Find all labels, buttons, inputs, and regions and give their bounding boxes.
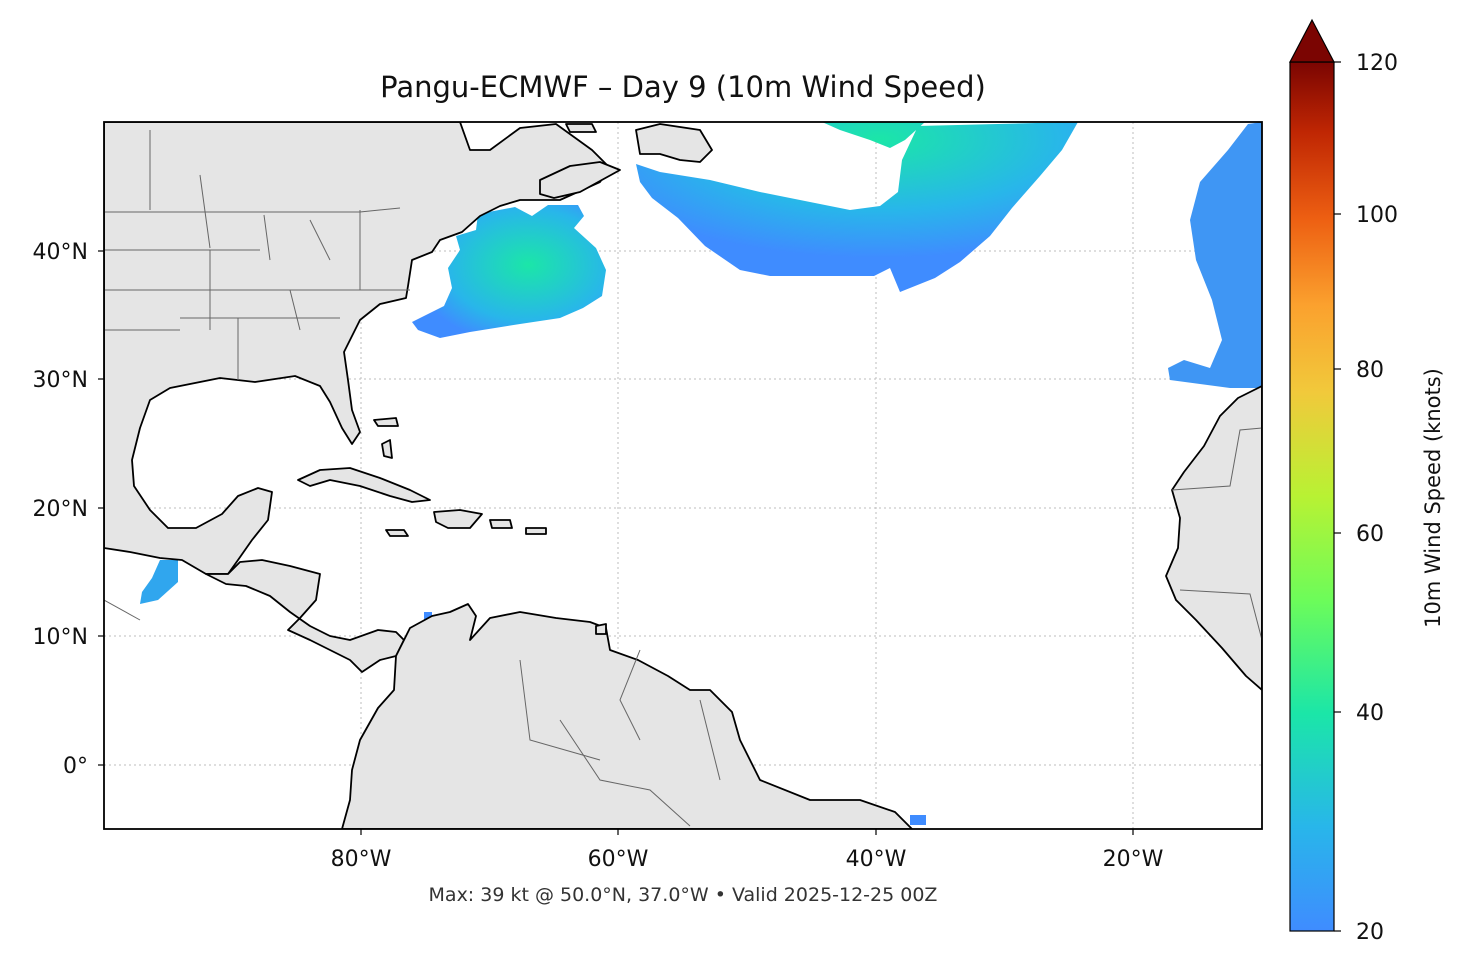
lon-tick-label: 20°W xyxy=(1103,847,1164,872)
lat-tick-label: 20°N xyxy=(33,497,88,522)
gridlines xyxy=(104,122,1262,829)
colorbar-tick-label: 20 xyxy=(1356,920,1384,945)
colorbar-tick-label: 100 xyxy=(1356,203,1398,228)
lon-tick-label: 60°W xyxy=(588,847,649,872)
max-wind-footer: Max: 39 kt @ 50.0°N, 37.0°W • Valid 2025… xyxy=(428,884,938,906)
chart-title: Pangu-ECMWF – Day 9 (10m Wind Speed) xyxy=(380,70,986,104)
wind-speck xyxy=(910,815,926,825)
wind-region-gulf-of-tehuantepec xyxy=(140,560,178,604)
land xyxy=(104,122,1262,829)
lat-tick-label: 40°N xyxy=(33,240,88,265)
colorbar-tick-label: 120 xyxy=(1356,51,1398,76)
political-borders xyxy=(104,130,1262,827)
lat-tick-label: 30°N xyxy=(33,368,88,393)
lat-tick-label: 10°N xyxy=(33,625,88,650)
map-frame xyxy=(103,121,1263,830)
wind-region-us-east-coast xyxy=(412,205,606,338)
colorbar-label: 10m Wind Speed (knots) xyxy=(1421,368,1445,628)
wind-region-eastern-atlantic xyxy=(1168,122,1262,388)
lon-tick-label: 80°W xyxy=(331,847,392,872)
lon-tick-marks xyxy=(360,829,1134,835)
colorbar-extend-arrow xyxy=(1289,18,1335,63)
lon-tick-label: 40°W xyxy=(846,847,907,872)
wind-region-north-atlantic xyxy=(636,122,1078,292)
lat-tick-marks xyxy=(98,250,104,766)
colorbar-tick-label: 60 xyxy=(1356,522,1384,547)
wind-speck xyxy=(424,612,432,620)
lat-tick-label: 0° xyxy=(63,754,88,779)
colorbar-gradient xyxy=(1289,61,1335,932)
colorbar-tick-label: 40 xyxy=(1356,701,1384,726)
colorbar-tick-label: 80 xyxy=(1356,358,1384,383)
colorbar: 120 100 80 60 40 20 xyxy=(1289,18,1398,945)
